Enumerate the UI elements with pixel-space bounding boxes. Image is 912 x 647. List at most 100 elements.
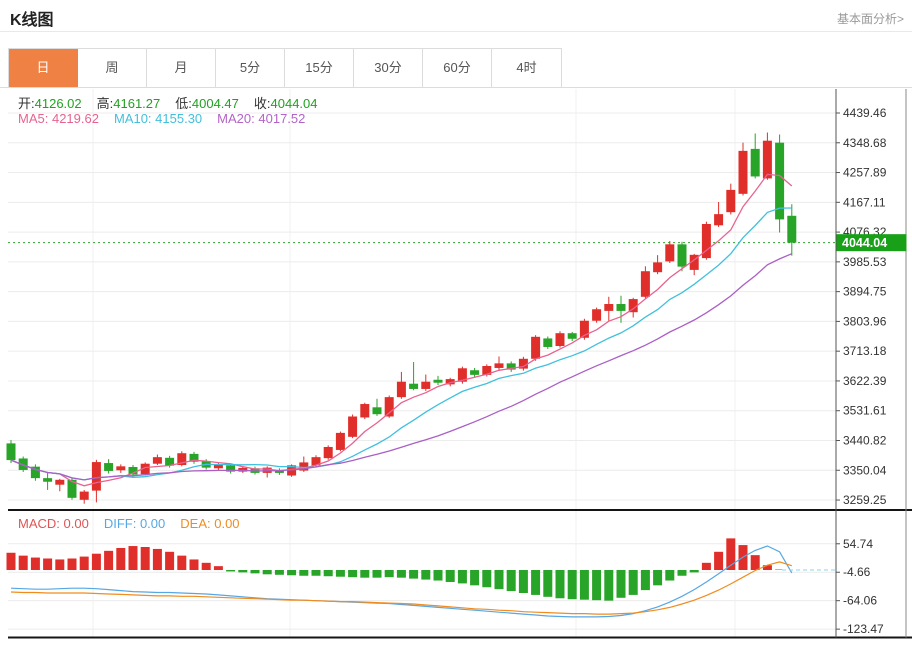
price-tick-label: 3440.82 xyxy=(843,433,887,447)
candle-body xyxy=(775,142,785,220)
tab-15min[interactable]: 15分 xyxy=(285,49,354,87)
tab-day[interactable]: 日 xyxy=(9,49,78,87)
macd-bar xyxy=(457,570,467,584)
macd-bar xyxy=(384,570,394,578)
macd-bar xyxy=(689,570,699,573)
tab-30min[interactable]: 30分 xyxy=(354,49,423,87)
kline-chart[interactable]: 4439.464348.684257.894167.114076.323985.… xyxy=(0,88,912,647)
close-pair: 收:4044.04 xyxy=(253,96,318,111)
candle-body xyxy=(531,336,541,359)
timeframe-tabbar: 日 周 月 5分 15分 30分 60分 4时 xyxy=(8,48,562,87)
candle-body xyxy=(750,148,760,177)
diff-value: DIFF: 0.00 xyxy=(103,516,166,531)
candle-body xyxy=(299,462,309,471)
candle-body xyxy=(189,453,199,462)
candle-body xyxy=(701,223,711,259)
tab-5min[interactable]: 5分 xyxy=(216,49,285,87)
current-price-badge-text: 4044.04 xyxy=(842,236,887,250)
macd-bar xyxy=(701,562,711,570)
tab-month[interactable]: 月 xyxy=(147,49,216,87)
fundamental-analysis-link[interactable]: 基本面分析> xyxy=(836,12,904,26)
candle-body xyxy=(433,379,443,383)
candle-body xyxy=(555,333,565,346)
candle-body xyxy=(396,381,406,398)
macd-bar xyxy=(360,570,370,578)
macd-bar xyxy=(421,570,431,580)
candle-body xyxy=(91,462,101,491)
macd-bar xyxy=(104,550,114,570)
price-tick-label: 4439.46 xyxy=(843,106,887,120)
macd-tick-label: -4.66 xyxy=(843,565,871,579)
price-tick-label: 4348.68 xyxy=(843,136,887,150)
macd-histogram xyxy=(6,538,785,601)
high-pair: 高:4161.27 xyxy=(96,96,161,111)
macd-value: MACD: 0.00 xyxy=(18,516,89,531)
dea-value: DEA: 0.00 xyxy=(180,516,240,531)
macd-bar xyxy=(653,570,663,586)
candle-body xyxy=(604,304,614,311)
page-title: K线图 xyxy=(10,12,54,29)
low-pair: 低:4004.47 xyxy=(175,96,239,111)
macd-bar xyxy=(165,551,175,570)
candle-body xyxy=(128,466,138,475)
candle-body xyxy=(787,215,797,243)
candle-body xyxy=(628,299,638,313)
candle-body xyxy=(592,309,602,321)
macd-bar xyxy=(494,570,504,590)
macd-bar xyxy=(335,570,345,577)
candle-body xyxy=(165,457,175,466)
macd-bar xyxy=(287,570,297,576)
ohlc-summary: 开:4126.02 高:4161.27 低:4004.47 收:4044.04 xyxy=(18,93,318,112)
candle-body xyxy=(348,416,358,437)
candle-body xyxy=(274,470,284,473)
macd-bar xyxy=(6,552,16,570)
ma-summary: MA5: 4219.62 MA10: 4155.30 MA20: 4017.52 xyxy=(18,111,305,126)
candle-body xyxy=(640,271,650,297)
macd-bar xyxy=(531,570,541,595)
ma5-value: MA5: 4219.62 xyxy=(18,111,99,126)
macd-bar xyxy=(177,555,187,570)
tab-4hour[interactable]: 4时 xyxy=(516,60,537,75)
candle-body xyxy=(616,304,626,311)
macd-bar xyxy=(262,570,272,575)
candle-body xyxy=(482,365,492,375)
macd-bar xyxy=(640,570,650,591)
macd-bar xyxy=(726,538,736,570)
macd-bar xyxy=(299,570,309,576)
candle-body xyxy=(457,368,467,382)
candle-body xyxy=(689,254,699,270)
candle-body xyxy=(6,443,16,461)
macd-bar xyxy=(238,570,248,573)
macd-bar xyxy=(555,570,565,599)
tab-week[interactable]: 周 xyxy=(78,49,147,87)
macd-bar xyxy=(506,570,516,592)
candle-body xyxy=(384,397,394,417)
candle-body xyxy=(43,478,53,482)
price-tick-label: 3803.96 xyxy=(843,314,887,328)
macd-bar xyxy=(128,546,138,570)
candle-body xyxy=(506,363,516,370)
macd-tick-label: -64.06 xyxy=(843,594,877,608)
candle-body xyxy=(323,446,333,459)
macd-bar xyxy=(543,570,553,597)
main-axis-labels: 4439.464348.684257.894167.114076.323985.… xyxy=(836,106,887,507)
candle-body xyxy=(470,370,480,375)
candle-body xyxy=(762,140,772,179)
candle-body xyxy=(177,453,187,466)
candle-body xyxy=(140,463,150,475)
candle-body xyxy=(152,457,162,464)
ma20-line xyxy=(10,253,793,481)
diff-line xyxy=(10,545,793,618)
macd-bar xyxy=(567,570,577,600)
candle-body xyxy=(579,320,589,338)
candle-body xyxy=(30,466,40,479)
macd-bar xyxy=(152,548,162,570)
macd-bar xyxy=(43,558,53,570)
candle-body xyxy=(567,333,577,339)
macd-bar xyxy=(250,570,260,574)
current-price-badge: 4044.04 xyxy=(836,234,907,252)
tab-60min[interactable]: 60分 xyxy=(423,49,492,87)
price-tick-label: 3531.61 xyxy=(843,404,887,418)
candle-body xyxy=(372,407,382,415)
tabbar-baseline xyxy=(0,87,912,88)
